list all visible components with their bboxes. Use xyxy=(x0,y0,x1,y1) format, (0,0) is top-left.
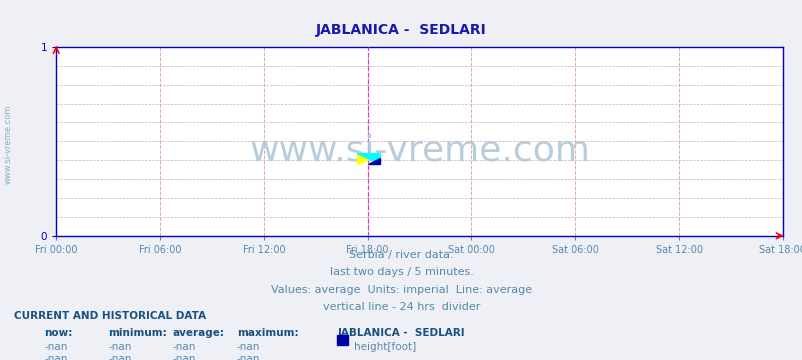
Text: www.si-vreme.com: www.si-vreme.com xyxy=(249,134,589,168)
Polygon shape xyxy=(357,154,379,164)
Text: www.si-vreme.com: www.si-vreme.com xyxy=(3,104,12,184)
Text: maximum:: maximum: xyxy=(237,328,298,338)
Text: Values: average  Units: imperial  Line: average: Values: average Units: imperial Line: av… xyxy=(270,285,532,295)
Text: -nan: -nan xyxy=(237,342,260,352)
Text: -nan: -nan xyxy=(237,354,260,360)
Text: JABLANICA -  SEDLARI: JABLANICA - SEDLARI xyxy=(337,328,464,338)
Text: -nan: -nan xyxy=(108,342,132,352)
Text: height[foot]: height[foot] xyxy=(354,342,416,352)
Text: average:: average: xyxy=(172,328,225,338)
Polygon shape xyxy=(367,158,379,164)
Text: now:: now: xyxy=(44,328,72,338)
Text: -nan: -nan xyxy=(44,342,67,352)
Text: Serbia / river data.: Serbia / river data. xyxy=(349,250,453,260)
Text: -nan: -nan xyxy=(44,354,67,360)
Text: last two days / 5 minutes.: last two days / 5 minutes. xyxy=(329,267,473,278)
Text: -nan: -nan xyxy=(172,354,196,360)
Polygon shape xyxy=(357,154,379,164)
Text: minimum:: minimum: xyxy=(108,328,167,338)
Text: -nan: -nan xyxy=(172,342,196,352)
Text: JABLANICA -  SEDLARI: JABLANICA - SEDLARI xyxy=(316,23,486,37)
Text: CURRENT AND HISTORICAL DATA: CURRENT AND HISTORICAL DATA xyxy=(14,311,206,321)
Text: -nan: -nan xyxy=(108,354,132,360)
Text: vertical line - 24 hrs  divider: vertical line - 24 hrs divider xyxy=(322,302,480,312)
